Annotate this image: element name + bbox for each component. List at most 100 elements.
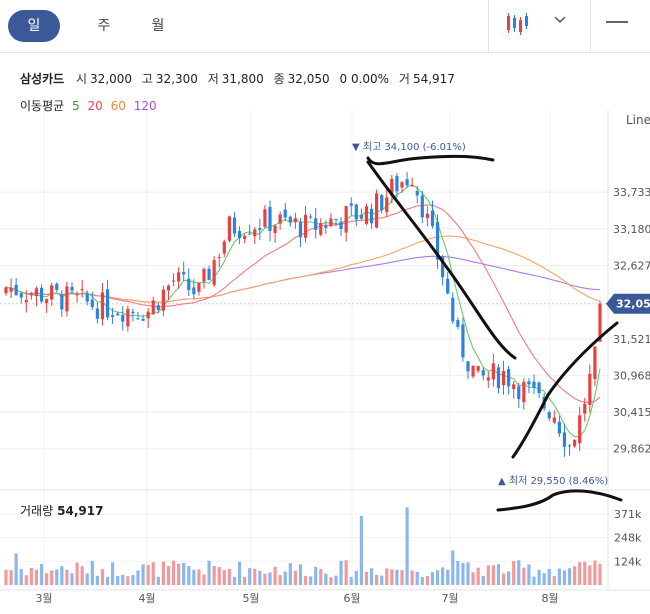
scale-toggle[interactable]: Linear (626, 113, 650, 127)
volume-bar (329, 577, 333, 585)
candle-body (111, 315, 115, 318)
candle-body (547, 412, 551, 419)
volume-bar (126, 576, 130, 585)
moving-average-label: 이동평균 (20, 99, 65, 113)
candle-body (50, 285, 54, 300)
volume-bar (501, 573, 506, 585)
volume-bar (578, 562, 582, 585)
stock-name: 삼성카드 (20, 72, 65, 86)
candle-body (90, 299, 94, 307)
chevron-down-icon (554, 16, 566, 24)
volume-bar (349, 577, 353, 585)
volume-bar (395, 569, 399, 585)
volume-bar (70, 573, 74, 585)
volume-bar (481, 575, 485, 585)
candle-body (567, 445, 572, 447)
candle-body (369, 208, 374, 224)
candle-body (466, 361, 470, 372)
volume-bar (9, 570, 13, 585)
price-tick-label: 32,627 (613, 259, 650, 272)
candle-body (562, 432, 567, 447)
volume-bar (55, 569, 59, 585)
candle-body (380, 195, 384, 211)
price-tick-label: 33,733 (613, 186, 650, 199)
candle-body (263, 209, 267, 227)
candle-body (131, 311, 135, 314)
menu-button[interactable] (596, 8, 638, 42)
candle-body (126, 308, 130, 327)
volume-bar (90, 560, 94, 585)
volume-bar (95, 575, 99, 585)
volume-bar (156, 576, 160, 585)
ma-5-line (5, 184, 601, 438)
tab-daily[interactable]: 일 (8, 10, 60, 42)
volume-bar (456, 560, 460, 585)
volume-bar (486, 565, 490, 585)
volume-bar (390, 569, 394, 585)
tab-monthly[interactable]: 월 (151, 18, 165, 34)
chart-type-button[interactable] (500, 8, 584, 42)
volume-title-label: 거래량 (20, 504, 54, 518)
candle-body (70, 286, 74, 291)
volume-bar (19, 568, 23, 585)
volume-bar (65, 569, 69, 585)
candle-body (151, 300, 155, 315)
candle-body (583, 403, 587, 414)
candle-body (405, 179, 409, 186)
moving-average-legend: 이동평균 5 20 60 120 (20, 97, 161, 114)
volume-bar (243, 576, 247, 585)
volume-bar (283, 571, 287, 585)
volume-bar (593, 560, 597, 585)
low-annotation: ▲ 최저 29,550 (8.46%) (498, 475, 608, 487)
candle-body (202, 269, 206, 282)
candle-body (339, 221, 343, 230)
ma-5-label[interactable]: 5 (72, 99, 80, 113)
volume-bar (537, 569, 541, 585)
candle-body (146, 311, 150, 319)
volume-bar (369, 568, 374, 585)
volume-bar (512, 560, 516, 585)
tab-weekly[interactable]: 주 (97, 18, 111, 34)
candle-body (222, 241, 226, 254)
candle-body (385, 197, 389, 213)
candle-body (166, 285, 171, 291)
candle-body (395, 175, 399, 192)
candle-body (456, 320, 460, 327)
volume-bar (598, 563, 602, 585)
volume-bar (75, 562, 79, 585)
period-toolbar: 일 주 월 (0, 0, 650, 52)
change-value: 0 0.00% (339, 72, 390, 86)
ma-60-line (5, 235, 601, 303)
candle-body (232, 217, 237, 234)
candle-body (141, 319, 145, 321)
candle-body (588, 373, 592, 405)
volume-bar (517, 560, 521, 585)
volume-bar (471, 572, 475, 585)
candle-body (105, 289, 110, 318)
volume-bar (116, 575, 120, 585)
month-tick-label: 4월 (138, 592, 155, 605)
volume-bar (161, 561, 165, 585)
ma-20-label[interactable]: 20 (87, 99, 103, 113)
month-tick-label: 8월 (541, 592, 558, 605)
candle-body (75, 294, 79, 296)
candle-body (298, 222, 303, 238)
candle-body (4, 287, 8, 294)
candle-body (273, 225, 277, 233)
ma-120-label[interactable]: 120 (133, 99, 157, 113)
volume-bar (573, 566, 577, 585)
candle-body (212, 260, 216, 285)
candle-body (288, 216, 292, 223)
volume-bar (217, 567, 221, 585)
volume-bar (111, 562, 115, 585)
ma-60-label[interactable]: 60 (110, 99, 126, 113)
candle-body (375, 193, 379, 228)
candle-body (65, 286, 69, 312)
toolbar-divider (488, 0, 489, 52)
candle-body (171, 280, 176, 282)
candle-body (461, 324, 465, 358)
volume-bar (380, 575, 384, 585)
price-tick-label: 29,862 (613, 443, 650, 456)
candle-body (217, 257, 221, 259)
